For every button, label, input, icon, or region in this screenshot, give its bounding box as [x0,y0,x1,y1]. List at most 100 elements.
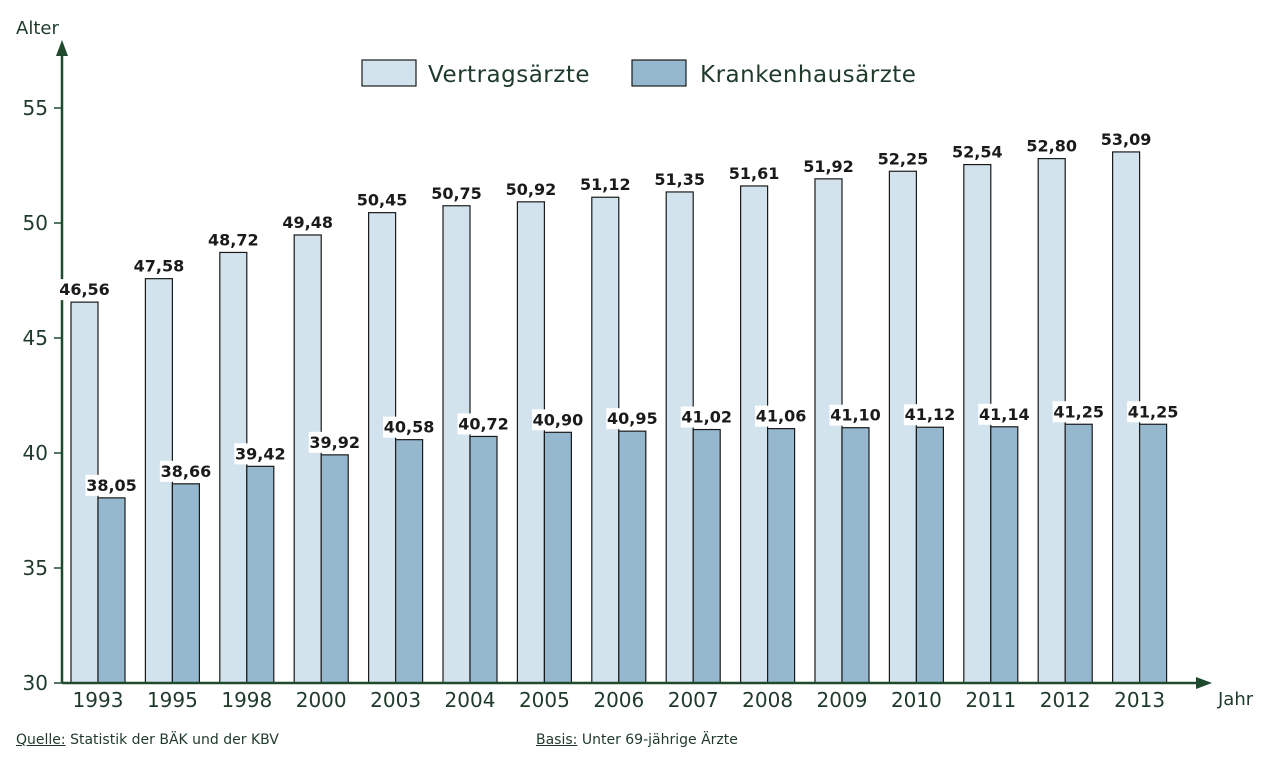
bar-vertragsaerzte [591,196,620,684]
value-label-bg [58,279,111,301]
basis-key: Basis: [536,732,578,748]
y-tick-label: 45 [23,326,48,350]
value-label: 40,58 [384,418,435,437]
value-label: 49,48 [282,213,333,232]
value-label-bg [755,405,808,427]
value-label-bg [680,406,733,428]
x-tick-label: 2011 [965,688,1016,712]
value-label: 52,54 [952,143,1003,162]
bar-vertragsaerzte [368,212,397,684]
value-label: 50,92 [506,180,557,199]
footer-source: Quelle: Statistik der BÄK und der KBV [16,732,279,748]
source-text: Statistik der BÄK und der KBV [65,732,279,748]
value-label: 40,72 [458,414,509,433]
x-tick-label: 2006 [593,688,644,712]
value-label-bg [430,182,483,204]
value-label: 40,95 [607,409,658,428]
value-label: 47,58 [134,257,185,276]
bar-vertragsaerzte [665,191,694,684]
bar-krankenhausaerzte [841,427,870,684]
value-label: 51,61 [729,164,780,183]
value-label-bg [457,413,510,435]
x-tick-label: 2003 [370,688,421,712]
x-axis-arrow-icon [1196,677,1212,689]
bar-krankenhausaerzte [171,483,200,684]
value-label-bg [159,460,212,482]
bar-vertragsaerzte [219,251,248,684]
value-label-bg [383,416,436,438]
bar-vertragsaerzte [442,205,471,684]
value-label-bg [829,404,882,426]
value-label-bg [504,178,557,200]
value-label: 53,09 [1101,130,1152,149]
value-label: 52,80 [1026,137,1077,156]
y-axis-title: Alter [16,18,59,39]
value-label-bg [951,141,1004,163]
value-label-bg [531,409,584,431]
bar-vertragsaerzte [814,178,843,684]
value-label: 51,35 [654,170,705,189]
bar-krankenhausaerzte [395,439,424,684]
value-label: 40,90 [533,410,584,429]
value-label: 52,25 [878,149,929,168]
value-label: 48,72 [208,230,259,249]
value-label-bg [308,431,361,453]
value-label: 38,66 [161,462,212,481]
y-tick-label: 55 [23,96,48,120]
bar-krankenhausaerzte [543,431,573,684]
legend-swatch [631,59,687,87]
bar-krankenhausaerzte [469,435,498,684]
x-tick-label: 2012 [1040,688,1091,712]
value-label: 51,92 [803,157,854,176]
bar-vertragsaerzte [739,185,769,684]
value-label-bg [1100,128,1153,150]
x-tick-label: 2009 [817,688,868,712]
value-label-bg [606,408,659,430]
value-label-bg [234,443,287,465]
bar-krankenhausaerzte [692,428,721,684]
x-tick-label: 2010 [891,688,942,712]
y-tick-label: 35 [23,556,48,580]
y-axis-arrow-icon [56,40,68,56]
bar-krankenhausaerzte [990,426,1019,684]
bar-krankenhausaerzte [766,428,796,684]
value-label-bg [579,174,632,196]
bar-krankenhausaerzte [320,454,349,684]
x-tick-label: 2013 [1114,688,1165,712]
value-label-bg [207,229,260,251]
value-label: 50,45 [357,191,408,210]
bar-vertragsaerzte [888,170,918,684]
value-label-bg [85,474,138,496]
value-label: 50,75 [431,184,482,203]
bar-krankenhausaerzte [1138,423,1168,684]
bar-vertragsaerzte [516,201,546,684]
x-tick-label: 1993 [73,688,124,712]
value-label: 41,06 [756,407,807,426]
x-tick-label: 2008 [742,688,793,712]
value-label: 41,10 [830,406,881,425]
footer-basis: Basis: Unter 69-jährige Ärzte [536,732,738,748]
value-label: 38,05 [86,476,137,495]
value-label: 41,14 [979,405,1030,424]
value-label-bg [356,189,409,211]
value-label: 41,12 [905,405,956,424]
value-label-bg [876,148,929,170]
x-tick-label: 2007 [668,688,719,712]
source-key: Quelle: [16,732,66,748]
value-label-bg [978,403,1031,425]
value-label-bg [281,211,334,233]
bar-vertragsaerzte [293,234,322,684]
value-label: 41,25 [1053,402,1104,421]
y-tick-label: 30 [23,671,48,695]
value-label: 51,12 [580,175,631,194]
value-label-bg [1052,401,1105,423]
x-tick-label: 2005 [519,688,570,712]
legend-label: Krankenhausärzte [700,62,916,88]
value-label-bg [1025,135,1078,157]
bar-krankenhausaerzte [618,430,647,684]
x-tick-label: 2004 [445,688,496,712]
bar-krankenhausaerzte [97,497,126,684]
legend-label: Vertragsärzte [428,62,590,88]
value-label-bg [802,155,855,177]
